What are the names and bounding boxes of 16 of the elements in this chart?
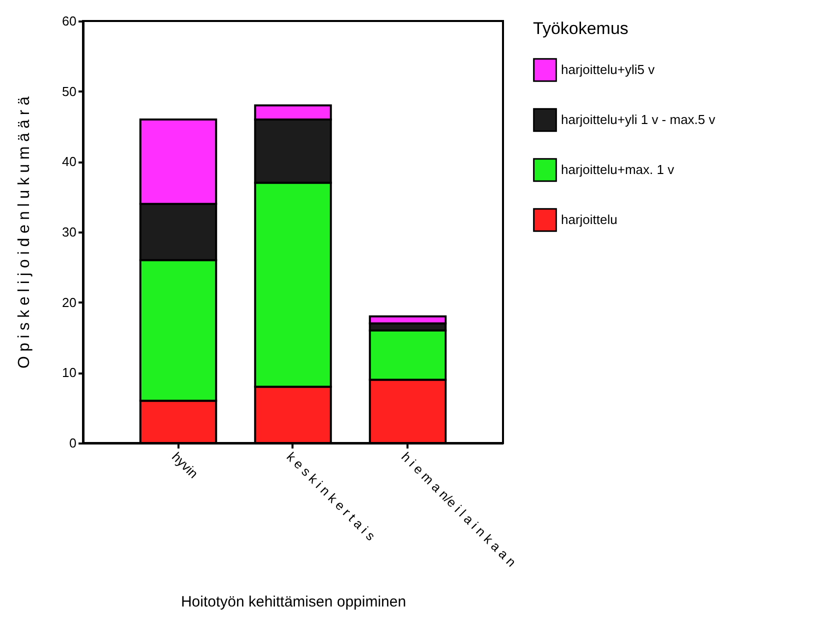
y-tick-label: 60 xyxy=(62,14,76,28)
y-tick-label: 30 xyxy=(62,224,76,240)
legend-label: harjoittelu+yli5 v xyxy=(561,62,656,77)
legend-title: Työkokemus xyxy=(533,19,628,38)
legend-label: harjoittelu xyxy=(561,212,618,227)
y-tick-label: 10 xyxy=(62,365,76,380)
y-tick-label: 40 xyxy=(62,154,76,170)
y-tick-label: 20 xyxy=(62,294,76,310)
y-tick-label: 50 xyxy=(62,84,76,99)
y-tick-label: 0 xyxy=(69,436,76,450)
legend-label: harjoittelu+max. 1 v xyxy=(561,162,675,177)
legend-label: harjoittelu+yli 1 v - max.5 v xyxy=(561,112,716,127)
x-tick-label: k e s k i n k e r t a i s xyxy=(284,449,379,544)
y-axis-title: O p i s k e l i j o i d e n l u k u m ä ä r ä xyxy=(16,96,34,369)
x-tick-label: h i e m a n/e i l a i n k a a n xyxy=(398,449,520,570)
x-axis-title: Hoitotyön kehittämisen oppiminen xyxy=(180,594,406,611)
